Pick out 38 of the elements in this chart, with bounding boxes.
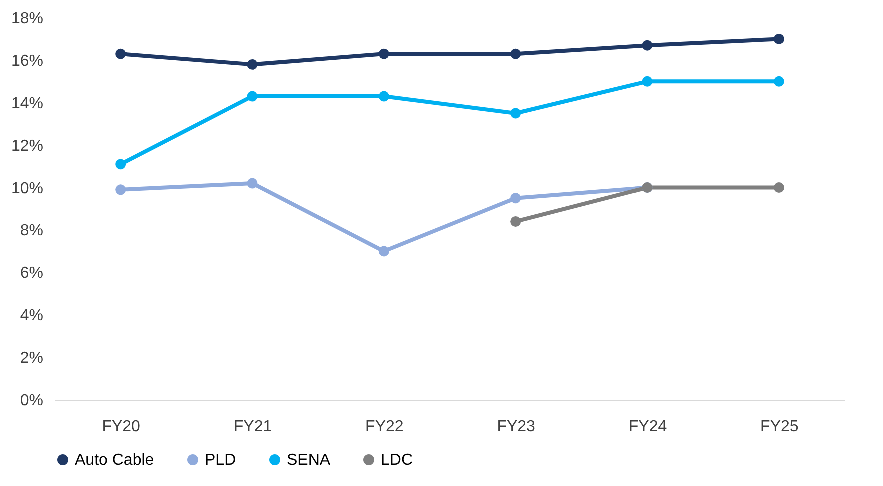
legend-label: LDC xyxy=(381,452,414,469)
point xyxy=(774,76,784,87)
point xyxy=(116,159,126,170)
y-tick-label: 6% xyxy=(20,265,44,282)
legend-label: Auto Cable xyxy=(75,452,154,469)
y-tick-label: 14% xyxy=(11,95,44,112)
point xyxy=(510,193,522,204)
point xyxy=(642,76,653,87)
legend-label: SENA xyxy=(287,452,331,469)
x-tick-label: FY21 xyxy=(234,418,272,436)
point xyxy=(510,216,522,227)
point xyxy=(510,48,522,60)
y-tick-label: 4% xyxy=(20,308,44,325)
point xyxy=(116,48,126,60)
point xyxy=(642,40,653,51)
y-tick-label: 2% xyxy=(20,350,44,368)
x-tick-label: FY23 xyxy=(497,418,536,436)
x-tick-label: FY22 xyxy=(366,418,404,436)
x-tick-label: FY24 xyxy=(628,418,668,436)
legend-label: PLD xyxy=(205,452,236,469)
x-tick-label: FY25 xyxy=(760,418,799,436)
point xyxy=(510,108,522,119)
point xyxy=(378,91,390,102)
point xyxy=(116,184,126,196)
point xyxy=(247,59,258,70)
y-tick-label: 16% xyxy=(11,52,44,70)
y-tick-label: 8% xyxy=(20,222,44,240)
point xyxy=(247,178,258,189)
point xyxy=(378,246,390,257)
point xyxy=(774,34,784,44)
y-tick-label: 18% xyxy=(11,10,44,28)
y-tick-label: 12% xyxy=(11,138,44,155)
x-tick-label: FY20 xyxy=(102,418,141,436)
y-tick-label: 0% xyxy=(20,392,44,410)
y-tick-label: 10% xyxy=(11,180,44,198)
point xyxy=(378,48,390,60)
point xyxy=(774,182,784,194)
point xyxy=(247,91,258,102)
